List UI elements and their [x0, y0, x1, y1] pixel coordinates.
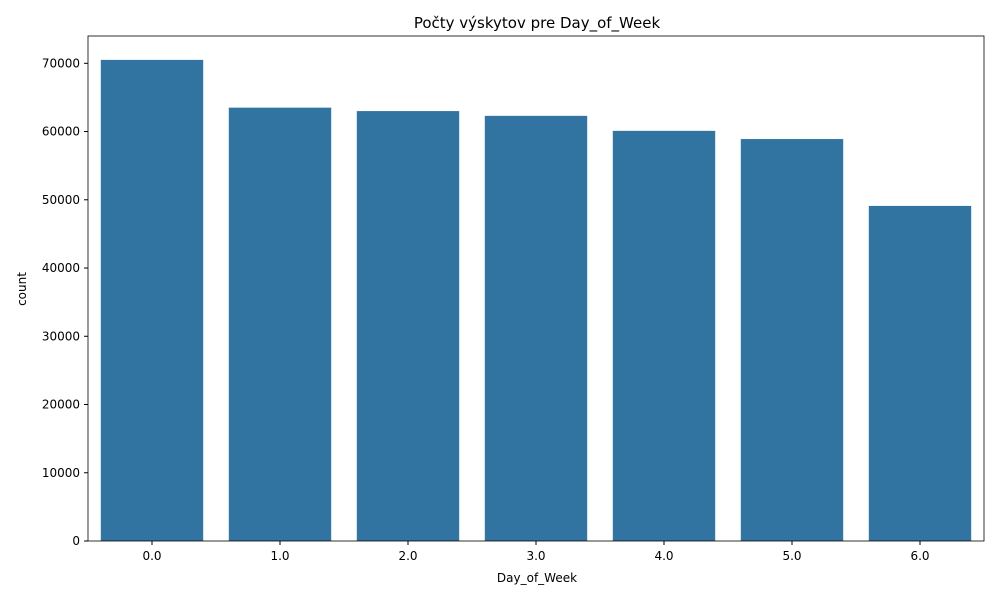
bar-4.0	[612, 130, 716, 542]
bar-1.0	[228, 107, 332, 542]
bar-6.0	[868, 205, 972, 542]
y-tick-label: 0	[72, 534, 80, 548]
bar-0.0	[100, 59, 204, 542]
y-axis-label: count	[15, 272, 29, 306]
y-tick-label: 60000	[42, 125, 80, 139]
x-tick-label: 1.0	[270, 549, 289, 563]
chart-title: Počty výskytov pre Day_of_Week	[414, 14, 661, 33]
x-tick-label: 0.0	[142, 549, 161, 563]
y-tick-label: 40000	[42, 261, 80, 275]
x-axis-ticks: 0.0 1.0 2.0 3.0 4.0 5.0 6.0	[142, 541, 930, 563]
y-tick-label: 50000	[42, 193, 80, 207]
axes-frame	[87, 35, 985, 542]
bars-layer	[100, 59, 972, 542]
x-axis-label: Day_of_Week	[497, 571, 577, 585]
y-tick-label: 10000	[42, 466, 80, 480]
y-tick-label: 20000	[42, 398, 80, 412]
y-axis-ticks: 0 10000 20000 30000 40000 50000 60000 70000	[42, 56, 88, 548]
x-tick-label: 3.0	[526, 549, 545, 563]
bar-5.0	[740, 139, 844, 541]
x-tick-label: 2.0	[398, 549, 417, 563]
x-tick-label: 5.0	[782, 549, 801, 563]
plot-frame	[87, 35, 985, 542]
y-tick-label: 30000	[42, 329, 80, 343]
y-tick-label: 70000	[42, 56, 80, 70]
bar-3.0	[484, 115, 588, 541]
bar-2.0	[356, 111, 460, 541]
x-tick-label: 6.0	[910, 549, 929, 563]
x-tick-label: 4.0	[654, 549, 673, 563]
